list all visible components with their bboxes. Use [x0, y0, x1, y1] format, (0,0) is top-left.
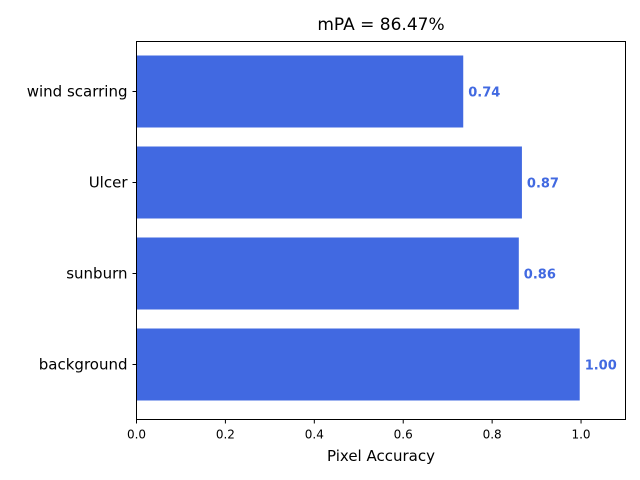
- category-label-ulcer: Ulcer: [89, 174, 129, 192]
- x-axis-label: Pixel Accuracy: [327, 447, 435, 465]
- bar-wind-scarring: [136, 55, 464, 128]
- bars-group: [136, 55, 580, 401]
- x-tick-label-0: 0.0: [127, 428, 146, 442]
- value-label-sunburn: 0.86: [524, 268, 556, 283]
- chart-title: mPA = 86.47%: [317, 15, 444, 35]
- plot-frame: [136, 41, 626, 420]
- category-labels: wind scarring Ulcer sunburn background: [27, 83, 137, 374]
- value-labels: 0.74 0.87 0.86 1.00: [468, 86, 617, 374]
- x-tick-label-3: 0.6: [394, 428, 413, 442]
- value-label-wind-scarring: 0.74: [468, 86, 500, 101]
- value-label-ulcer: 0.87: [527, 177, 559, 192]
- x-tick-label-1: 0.2: [216, 428, 235, 442]
- x-tick-label-2: 0.4: [305, 428, 324, 442]
- category-label-sunburn: sunburn: [66, 265, 127, 283]
- x-axis-ticks: 0.0 0.2 0.4 0.6 0.8 1.0: [127, 419, 591, 442]
- category-label-background: background: [39, 356, 128, 374]
- x-tick-label-4: 0.8: [483, 428, 502, 442]
- bar-sunburn: [136, 237, 519, 310]
- x-tick-label-5: 1.0: [571, 428, 590, 442]
- value-label-background: 1.00: [585, 359, 617, 374]
- bar-ulcer: [136, 146, 522, 219]
- bar-background: [136, 328, 580, 401]
- category-label-wind-scarring: wind scarring: [27, 83, 128, 101]
